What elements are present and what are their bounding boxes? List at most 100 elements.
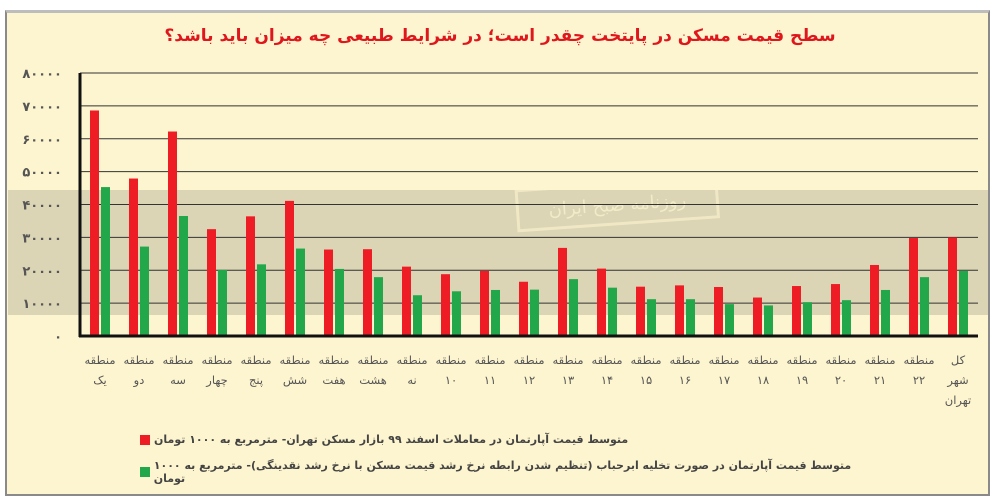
x-tick-label: منطقه شش (275, 350, 315, 390)
bar-green-22 (920, 277, 929, 336)
x-tick-label: منطقه پنج (236, 350, 276, 390)
x-tick-label: منطقه ۱۷ (704, 350, 744, 390)
x-tick-label-line: نه (407, 373, 417, 387)
bar-red-3 (168, 131, 177, 336)
x-tick-label: کل شهر تهران (938, 350, 978, 410)
x-tick-label-line: چهار (206, 373, 228, 387)
x-tick-label: منطقه ۲۲ (899, 350, 939, 390)
x-tick-label-line: منطقه (201, 353, 233, 367)
bar-red-9 (402, 266, 411, 336)
x-tick-label: منطقه ۱۱ (470, 350, 510, 390)
bar-green-7 (335, 268, 344, 336)
x-tick-label-line: ۱۳ (561, 373, 575, 387)
x-tick-label-line: منطقه (123, 353, 155, 367)
x-tick-label-line: ۱۲ (522, 373, 536, 387)
legend-item-red: متوسط قیمت آپارتمان در معاملات اسفند ۹۹ … (140, 433, 870, 446)
x-tick-label: منطقه ۲۱ (860, 350, 900, 390)
x-tick-label-line: منطقه (474, 353, 506, 367)
bar-red-5 (246, 216, 255, 336)
x-tick-label-line: منطقه (279, 353, 311, 367)
y-tick-label: ۸۰۰۰۰ (22, 67, 62, 82)
x-tick-label-line: پنج (248, 373, 264, 387)
x-tick-label: منطقه ۲۰ (821, 350, 861, 390)
legend-label: متوسط قیمت آپارتمان در معاملات اسفند ۹۹ … (154, 433, 629, 446)
x-tick-label-line: منطقه (786, 353, 818, 367)
x-tick-label-line: ۱۶ (678, 373, 692, 387)
x-tick-label-line: منطقه (903, 353, 935, 367)
x-tick-label-line: هفت (322, 373, 346, 387)
bar-red-21 (870, 264, 879, 336)
y-tick-label: ۳۰۰۰۰ (22, 231, 62, 246)
bar-green-6 (296, 248, 305, 336)
legend-swatch-red (140, 434, 150, 445)
x-tick-label-line: منطقه (708, 353, 740, 367)
x-tick-label-line: منطقه (396, 353, 428, 367)
x-tick-label-line: ۱۷ (717, 373, 731, 387)
bar-red-11 (480, 270, 489, 336)
bar-green-9 (413, 295, 422, 336)
x-tick-label-line: منطقه (435, 353, 467, 367)
bar-green-11 (491, 289, 500, 336)
x-tick-label: منطقه هفت (314, 350, 354, 390)
x-tick-label-line: کل (950, 353, 966, 367)
x-tick-label-line: ۱۸ (756, 373, 770, 387)
x-tick-label-line: ۱۰ (444, 373, 458, 387)
x-tick-label-line: یک (93, 373, 107, 387)
x-tick-label-line: منطقه (630, 353, 662, 367)
bar-red-12 (519, 281, 528, 336)
bar-red-15 (636, 286, 645, 336)
legend-item-green: متوسط قیمت آپارتمان در صورت تخلیه ابرحبا… (140, 459, 870, 485)
bar-green-13 (569, 279, 578, 336)
y-tick-label: ۵۰۰۰۰ (22, 166, 62, 181)
x-tick-label: منطقه ۱۰ (431, 350, 471, 390)
bar-red-2 (129, 178, 138, 336)
bar-red-7 (324, 249, 333, 336)
x-tick-label-line: تهران (944, 393, 972, 407)
bar-red-4 (207, 229, 216, 336)
x-tick-label-line: ۲۰ (834, 373, 848, 387)
x-tick-label-line: ۱۹ (795, 373, 809, 387)
x-tick-label-line: منطقه (747, 353, 779, 367)
bar-green-15 (647, 299, 656, 336)
x-tick-label-line: منطقه (591, 353, 623, 367)
bar-green-19 (803, 302, 812, 336)
bar-green-23 (959, 270, 968, 336)
x-tick-label-line: شهر (947, 373, 969, 387)
x-tick-label-line: ۱۵ (639, 373, 653, 387)
x-tick-label-line: منطقه (240, 353, 272, 367)
x-tick-label: منطقه چهار (197, 350, 237, 390)
x-tick-label-line: منطقه (84, 353, 116, 367)
bar-red-16 (675, 285, 684, 336)
x-tick-label: منطقه ۱۴ (587, 350, 627, 390)
bar-green-21 (881, 289, 890, 336)
bar-red-1 (90, 110, 99, 336)
x-tick-label: منطقه ۱۸ (743, 350, 783, 390)
bar-green-16 (686, 299, 695, 336)
x-tick-label-line: ۱۴ (600, 373, 614, 387)
x-tick-label: منطقه سه (158, 350, 198, 390)
bar-red-19 (792, 286, 801, 336)
bar-red-22 (909, 238, 918, 336)
x-tick-label-line: شش (282, 373, 308, 387)
y-tick-label: ۱۰۰۰۰ (22, 297, 62, 312)
chart-title: سطح قیمت مسکن در پایتخت چقدر است؛ در شرا… (164, 26, 836, 46)
x-tick-label-line: ۲۱ (873, 373, 887, 387)
y-tick-label: ۰ (54, 330, 62, 345)
x-tick-label-line: منطقه (513, 353, 545, 367)
y-tick-label: ۴۰۰۰۰ (22, 199, 62, 214)
x-tick-label-line: منطقه (864, 353, 896, 367)
bar-green-17 (725, 304, 734, 336)
x-tick-label-line: منطقه (318, 353, 350, 367)
y-tick-label: ۲۰۰۰۰ (22, 264, 62, 279)
bar-red-8 (363, 249, 372, 336)
bar-green-5 (257, 264, 266, 336)
legend-label: متوسط قیمت آپارتمان در صورت تخلیه ابرحبا… (153, 459, 852, 485)
bar-green-12 (530, 289, 539, 336)
bar-green-8 (374, 277, 383, 336)
bar-red-17 (714, 287, 723, 336)
bar-red-13 (558, 247, 567, 336)
x-tick-label-line: منطقه (669, 353, 701, 367)
bar-red-14 (597, 268, 606, 336)
x-tick-label: منطقه نه (392, 350, 432, 390)
